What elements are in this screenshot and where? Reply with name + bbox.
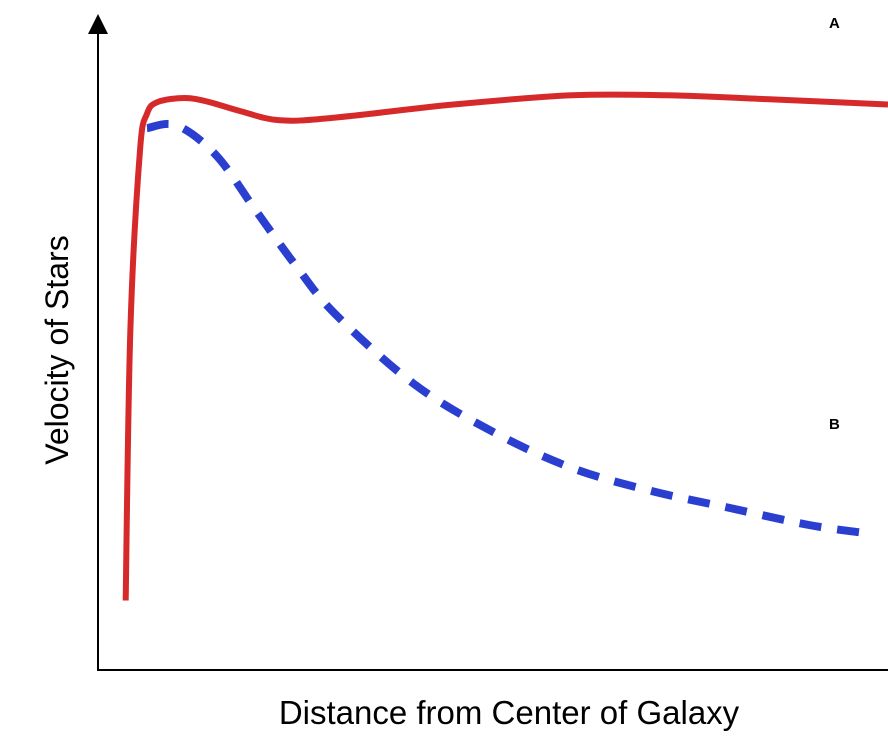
- series-line-b: [146, 119, 865, 537]
- series-layer: [122, 91, 888, 601]
- y-axis-arrow-icon: [88, 14, 108, 34]
- series-line-a: [122, 91, 888, 601]
- x-axis-title: Distance from Center of Galaxy: [279, 694, 740, 731]
- series-label-a: A: [829, 15, 840, 32]
- y-axis-title: Velocity of Stars: [39, 235, 75, 464]
- series-label-b: B: [829, 416, 840, 433]
